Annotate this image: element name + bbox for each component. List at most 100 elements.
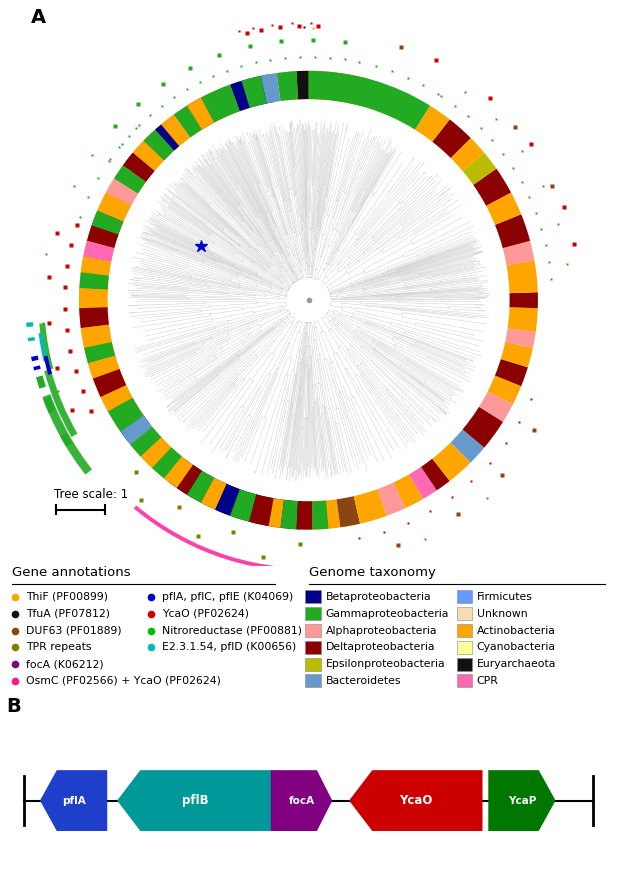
Bar — [305, 640, 321, 654]
Wedge shape — [187, 471, 214, 503]
Wedge shape — [120, 416, 150, 442]
Wedge shape — [167, 105, 202, 142]
Wedge shape — [36, 376, 46, 389]
Text: B: B — [6, 697, 21, 716]
Wedge shape — [268, 71, 291, 103]
Wedge shape — [261, 73, 281, 103]
Wedge shape — [79, 301, 144, 432]
Wedge shape — [479, 392, 513, 422]
Wedge shape — [215, 483, 240, 516]
Wedge shape — [336, 496, 360, 527]
Text: Betaproteobacteria: Betaproteobacteria — [325, 592, 431, 602]
Wedge shape — [510, 293, 538, 309]
Wedge shape — [276, 71, 298, 101]
Wedge shape — [125, 153, 154, 179]
Wedge shape — [80, 252, 112, 283]
Wedge shape — [300, 501, 317, 530]
Bar — [305, 591, 321, 603]
Wedge shape — [33, 366, 41, 370]
Text: CPR: CPR — [476, 676, 499, 686]
Text: OsmC (PF02566) + YcaO (PF02624): OsmC (PF02566) + YcaO (PF02624) — [26, 676, 221, 686]
Text: pflA, pflC, pflE (K04069): pflA, pflC, pflE (K04069) — [162, 592, 294, 602]
Wedge shape — [463, 407, 503, 448]
Text: YcaO (PF02624): YcaO (PF02624) — [162, 608, 249, 619]
Wedge shape — [473, 169, 511, 206]
Wedge shape — [87, 226, 118, 248]
Wedge shape — [495, 359, 528, 386]
Wedge shape — [201, 478, 226, 509]
Wedge shape — [450, 429, 484, 462]
Wedge shape — [43, 397, 55, 413]
Text: Euryarchaeota: Euryarchaeota — [476, 659, 556, 669]
Text: Bacteroidetes: Bacteroidetes — [325, 676, 401, 686]
Wedge shape — [31, 356, 39, 361]
Wedge shape — [308, 70, 430, 129]
Bar — [457, 640, 472, 654]
Wedge shape — [84, 229, 117, 259]
Wedge shape — [44, 356, 52, 375]
Text: Actinobacteria: Actinobacteria — [476, 625, 555, 635]
Wedge shape — [433, 120, 471, 158]
Wedge shape — [134, 506, 332, 572]
Wedge shape — [354, 489, 387, 524]
Text: TfuA (PF07812): TfuA (PF07812) — [26, 608, 110, 619]
Text: Alphaproteobacteria: Alphaproteobacteria — [325, 625, 437, 635]
Wedge shape — [88, 356, 120, 379]
Polygon shape — [349, 770, 482, 831]
Wedge shape — [79, 280, 108, 301]
Wedge shape — [289, 70, 368, 106]
Wedge shape — [79, 288, 108, 309]
Wedge shape — [230, 489, 257, 522]
Wedge shape — [463, 153, 497, 185]
Bar — [457, 674, 472, 688]
Text: E2.3.1.54, pflD (K00656): E2.3.1.54, pflD (K00656) — [162, 642, 296, 652]
Text: focA (K06212): focA (K06212) — [26, 659, 104, 669]
Wedge shape — [108, 398, 144, 432]
Wedge shape — [106, 178, 138, 206]
Bar — [457, 624, 472, 637]
Wedge shape — [503, 241, 534, 265]
Wedge shape — [81, 256, 111, 276]
Wedge shape — [26, 322, 33, 327]
Text: YcaO: YcaO — [399, 794, 433, 807]
Wedge shape — [104, 178, 138, 209]
Wedge shape — [80, 272, 109, 290]
Wedge shape — [297, 70, 308, 99]
Wedge shape — [281, 500, 298, 529]
Wedge shape — [450, 138, 484, 171]
Text: TPR repeats: TPR repeats — [26, 642, 91, 652]
Wedge shape — [60, 434, 72, 447]
Wedge shape — [201, 85, 240, 123]
Wedge shape — [495, 214, 530, 248]
Wedge shape — [91, 211, 123, 235]
Wedge shape — [409, 467, 437, 499]
Bar — [457, 607, 472, 620]
Wedge shape — [249, 494, 273, 526]
Wedge shape — [177, 465, 202, 495]
Wedge shape — [97, 193, 131, 221]
Wedge shape — [507, 260, 538, 293]
Wedge shape — [90, 211, 123, 238]
Bar — [305, 657, 321, 671]
Text: Epsilonproteobacteria: Epsilonproteobacteria — [325, 659, 445, 669]
Text: Genome taxonomy: Genome taxonomy — [308, 566, 436, 579]
Text: Deltaproteobacteria: Deltaproteobacteria — [325, 642, 435, 652]
Wedge shape — [97, 196, 130, 221]
Polygon shape — [117, 770, 274, 831]
Wedge shape — [394, 475, 423, 508]
Wedge shape — [230, 81, 250, 112]
Wedge shape — [101, 385, 133, 411]
Wedge shape — [421, 458, 450, 491]
Bar — [305, 624, 321, 637]
Wedge shape — [161, 114, 190, 146]
Wedge shape — [39, 333, 48, 361]
Wedge shape — [114, 165, 146, 194]
Wedge shape — [79, 307, 109, 328]
Bar — [305, 607, 321, 620]
Text: Firmicutes: Firmicutes — [476, 592, 532, 602]
Wedge shape — [123, 153, 154, 182]
Wedge shape — [415, 105, 450, 142]
Wedge shape — [315, 500, 341, 530]
Text: focA: focA — [289, 796, 315, 805]
Wedge shape — [130, 426, 162, 457]
